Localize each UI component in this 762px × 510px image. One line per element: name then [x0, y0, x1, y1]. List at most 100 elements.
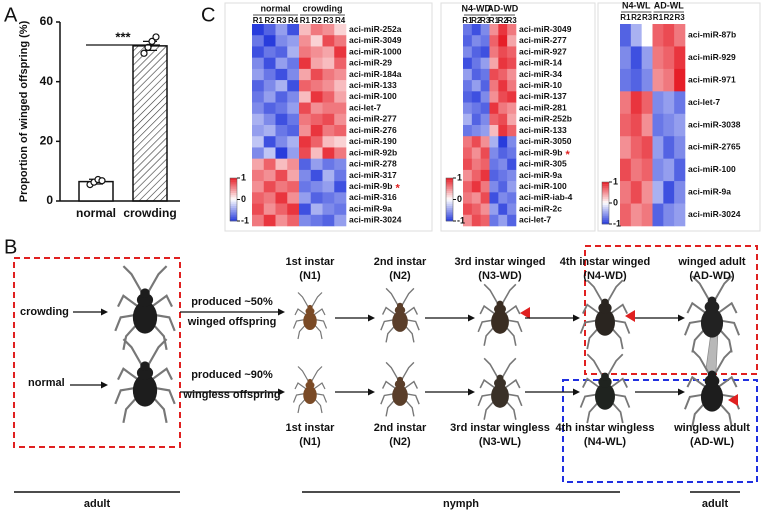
heatmap-cell [334, 158, 347, 171]
row-label: aci-miR-100 [519, 181, 567, 191]
heatmap-cell [652, 68, 664, 92]
colorbar-step [446, 195, 453, 198]
heatmap-cell [471, 136, 481, 148]
heatmap-cell [310, 113, 323, 126]
heatmap-cell [263, 158, 276, 171]
heatmap-cell [322, 169, 335, 182]
heatmap-cell [471, 125, 481, 137]
heatmap-cell [275, 57, 288, 70]
heatmap-cell [480, 147, 490, 159]
heatmap-cell [498, 125, 508, 137]
heatmap-cell [620, 46, 632, 70]
aphid-legs [579, 279, 631, 350]
heatmap-cell [480, 125, 490, 137]
heatmap-cell [263, 169, 276, 182]
heatmap-cell [334, 181, 347, 193]
heatmap-cell [663, 113, 675, 137]
heatmap-cell [299, 147, 312, 159]
heatmap-cell [630, 203, 642, 227]
heatmap-cell [471, 147, 481, 159]
heatmap-cell [322, 125, 335, 137]
colorbar-step [602, 194, 609, 197]
heatmap-cell [263, 91, 276, 103]
heatmap-cell [287, 192, 300, 204]
heatmap-cell [463, 24, 473, 36]
aphid-legs [380, 287, 420, 343]
heatmap-cell [674, 113, 686, 137]
heatmap-cell [489, 147, 499, 159]
heatmap-cell [252, 46, 265, 58]
aphid-head [307, 304, 313, 311]
row-label: aci-let-7 [688, 97, 720, 107]
column-group-label: normal [260, 3, 290, 13]
heatmap-cell [652, 46, 664, 70]
heatmap-cell [663, 68, 675, 92]
heatmap-cell [620, 68, 632, 92]
heatmap-cell [252, 125, 265, 137]
heatmap-cell [322, 203, 335, 216]
heatmap-cell [663, 203, 675, 227]
aphid-legs [477, 283, 523, 346]
heatmap-cell [630, 181, 642, 204]
heatmap-cell [630, 113, 642, 137]
heatmap-cell [489, 192, 499, 204]
heatmap-cell [674, 24, 686, 47]
heatmap-cell [299, 57, 312, 70]
heatmap-cell [471, 46, 481, 58]
heatmap-cell [287, 136, 300, 148]
heatmap-cell [641, 181, 653, 204]
stage-name: wingless adult [673, 422, 750, 434]
aphid-thorax [136, 293, 154, 307]
heatmap-cell [498, 147, 508, 159]
row-label: aci-miR-iab-4 [519, 192, 573, 202]
stage-code: (N4-WD) [583, 270, 627, 282]
aphid-abdomen [491, 384, 509, 408]
heatmap-cell [310, 203, 323, 216]
colorbar-step [602, 217, 609, 221]
heatmap-cell [299, 203, 312, 216]
row-label: aci-miR-2c [519, 203, 562, 213]
colorbar-label: 0 [457, 194, 462, 204]
colorbar-step [602, 190, 609, 193]
arrow-head [573, 314, 580, 322]
heatmap-cell [480, 24, 490, 36]
colorbar-step [446, 184, 453, 187]
row-label: aci-miR-9a [519, 170, 562, 180]
heatmap-cell [489, 214, 499, 227]
heatmap-cell [287, 35, 300, 47]
stage-code: (N3-WL) [479, 436, 521, 448]
colorbar-step [602, 200, 609, 204]
colorbar-step [446, 188, 453, 192]
heatmap-cell [652, 181, 664, 204]
heatmap-cell [275, 91, 288, 103]
heatmap-cell [471, 102, 481, 115]
heatmap-cell [507, 68, 517, 81]
aphid-head [707, 296, 717, 306]
heatmap-cell [498, 181, 508, 193]
heatmap-cell [263, 113, 276, 126]
colorbar-step [230, 186, 237, 190]
aphid-head [396, 302, 404, 309]
heatmap-cell [263, 102, 276, 115]
heatmap-cell [310, 214, 323, 227]
stage-code: (N4-WL) [584, 436, 626, 448]
stage-code: (N2) [389, 270, 411, 282]
heatmap-cell [489, 136, 499, 148]
stage-name: winged adult [677, 256, 746, 268]
heatmap-cell [275, 24, 288, 36]
heatmap-cell [275, 35, 288, 47]
heatmap-cell [507, 147, 517, 159]
heatmap-cell [507, 136, 517, 148]
heatmap-cell [620, 136, 632, 159]
heatmap-cell [252, 136, 265, 148]
row-label: aci-miR-133 [519, 125, 567, 135]
heatmap-cell [322, 91, 335, 103]
heatmap-cell [620, 91, 632, 115]
heatmap-cell [334, 24, 347, 36]
heatmap-cell [322, 102, 335, 115]
heatmap-cell [299, 158, 312, 171]
colorbar-step [446, 180, 453, 183]
row-label: aci-miR-305 [519, 159, 567, 169]
heatmap-cell [299, 24, 312, 36]
arrow-head [368, 314, 375, 322]
